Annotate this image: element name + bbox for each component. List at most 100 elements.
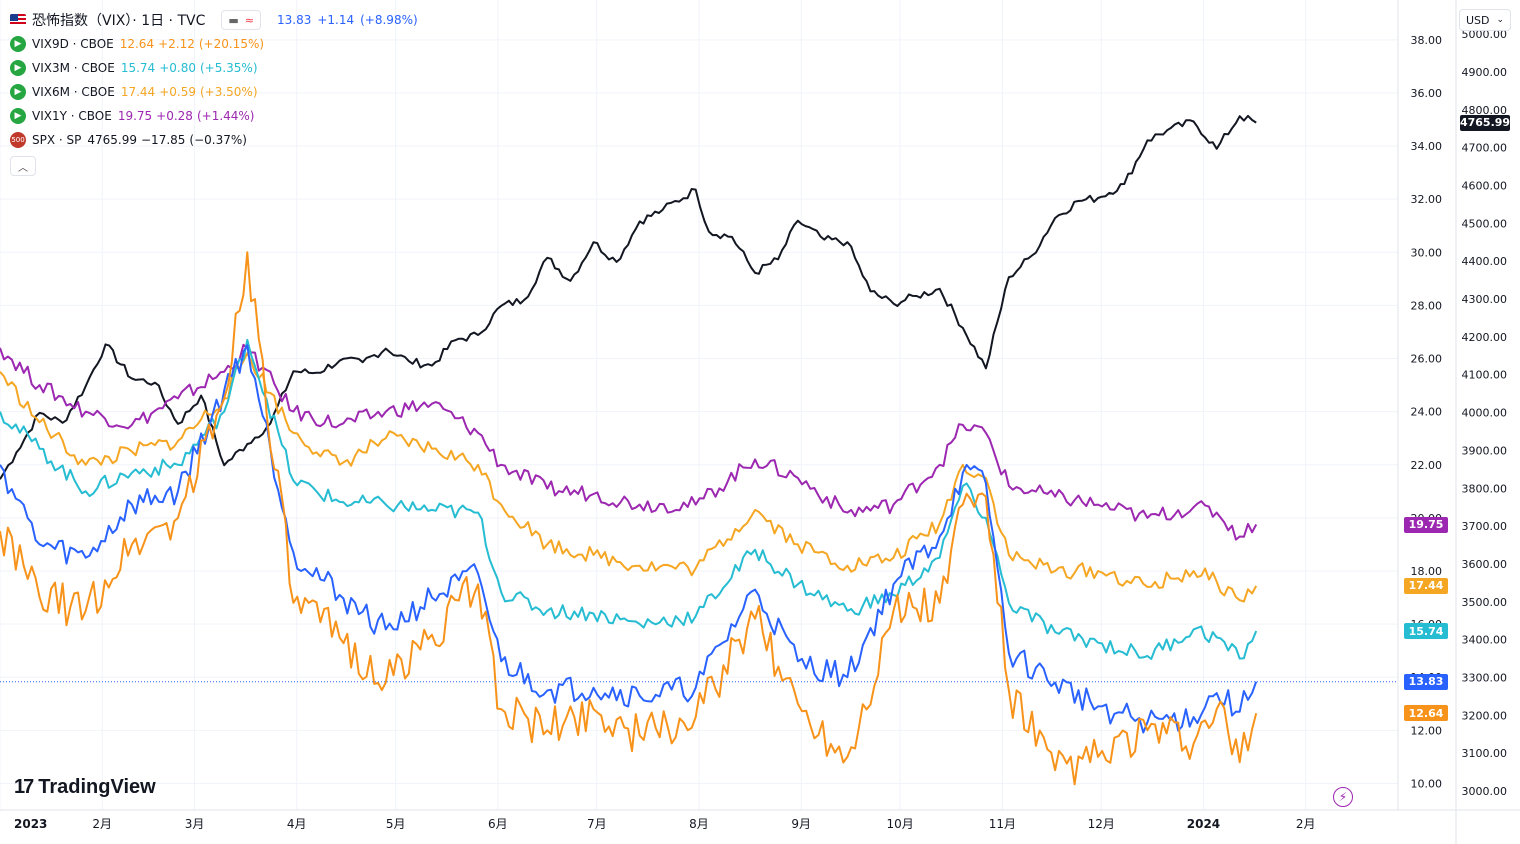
x-tick-label: 12月 bbox=[1088, 817, 1115, 831]
x-tick-label: 10月 bbox=[886, 817, 913, 831]
left-tick-label: 10.00 bbox=[1411, 777, 1443, 790]
legend-pct: (−0.37%) bbox=[189, 133, 247, 147]
legend-change: −17.85 bbox=[141, 133, 186, 147]
currency-label: USD bbox=[1466, 13, 1490, 27]
left-tick-label: 24.00 bbox=[1411, 406, 1443, 419]
last-value-tag-vix6m: 17.44 bbox=[1404, 577, 1448, 594]
legend-change: +0.28 bbox=[156, 109, 193, 123]
right-tick-label: 4300.00 bbox=[1462, 293, 1508, 306]
compare-icon: ≈ bbox=[244, 13, 254, 27]
tradingview-mark-icon: 17 bbox=[14, 776, 34, 798]
x-tick-label: 8月 bbox=[689, 817, 709, 831]
left-tick-label: 12.00 bbox=[1411, 724, 1443, 737]
right-tick-label: 4000.00 bbox=[1462, 407, 1508, 420]
last-value-tag-vix: 13.83 bbox=[1404, 673, 1448, 690]
legend-symbol: VIX9D · CBOE bbox=[32, 37, 114, 51]
legend-symbol: VIX3M · CBOE bbox=[32, 61, 115, 75]
symbol-arrow-icon: ▶ bbox=[10, 60, 26, 76]
legend: 恐怖指数（VIX）· 1日 · TVC ▬ ≈ 13.83 +1.14 (+8.… bbox=[10, 8, 418, 176]
series-line-vix[interactable] bbox=[0, 344, 1258, 734]
left-tick-label: 34.00 bbox=[1411, 140, 1443, 153]
right-tick-label: 4800.00 bbox=[1462, 104, 1508, 117]
x-tick-label: 2月 bbox=[92, 817, 112, 831]
right-axis-ticks: 5000.00 4900.00 4800.00 4700.00 4600.00 4500.… bbox=[1462, 28, 1508, 798]
series-line-vix6m[interactable] bbox=[0, 352, 1258, 603]
legend-row-1[interactable]: ▶ VIX3M · CBOE 15.74 +0.80 (+5.35%) bbox=[10, 56, 418, 80]
left-tick-label: 28.00 bbox=[1411, 299, 1443, 312]
main-title: 恐怖指数（VIX）· 1日 · TVC bbox=[32, 13, 206, 29]
legend-pct: (+1.44%) bbox=[196, 109, 255, 123]
legend-value: 12.64 bbox=[119, 37, 155, 51]
legend-pct: (+5.35%) bbox=[199, 61, 258, 75]
left-tick-label: 32.00 bbox=[1411, 193, 1443, 206]
legend-row-2[interactable]: ▶ VIX6M · CBOE 17.44 +0.59 (+3.50%) bbox=[10, 80, 418, 104]
series-line-vix9d[interactable] bbox=[0, 251, 1258, 786]
x-tick-label: 2月 bbox=[1296, 817, 1316, 831]
legend-value: 15.74 bbox=[120, 61, 156, 75]
right-tick-label: 4200.00 bbox=[1462, 331, 1508, 344]
last-value-tag-spx: 4765.99 bbox=[1459, 114, 1511, 131]
right-tick-label: 5000.00 bbox=[1462, 28, 1508, 41]
series-line-vix1y[interactable] bbox=[0, 343, 1258, 541]
right-tick-label: 4100.00 bbox=[1462, 369, 1508, 382]
series-layer bbox=[0, 114, 1258, 786]
right-tick-label: 3200.00 bbox=[1462, 709, 1508, 722]
x-tick-label: 5月 bbox=[386, 817, 406, 831]
x-tick-label: 11月 bbox=[989, 817, 1016, 831]
legend-change: +0.59 bbox=[159, 85, 196, 99]
legend-row-0[interactable]: ▶ VIX9D · CBOE 12.64 +2.12 (+20.15%) bbox=[10, 32, 418, 56]
legend-pct: (+20.15%) bbox=[198, 37, 265, 51]
right-tick-label: 3400.00 bbox=[1462, 634, 1508, 647]
x-tick-label: 6月 bbox=[488, 817, 508, 831]
right-tick-label: 4400.00 bbox=[1462, 255, 1508, 268]
x-tick-label: 2023 bbox=[14, 817, 47, 831]
x-axis-ticks: 2023 2月 3月 4月 5月 6月 7月 8月 9月 10月 11月 12月 2024 2月 bbox=[14, 817, 1315, 831]
legend-pct: (+3.50%) bbox=[199, 85, 258, 99]
legend-change: +0.80 bbox=[159, 61, 196, 75]
legend-main-row[interactable]: 恐怖指数（VIX）· 1日 · TVC ▬ ≈ 13.83 +1.14 (+8.… bbox=[10, 8, 418, 32]
last-value-tag-vix9d: 12.64 bbox=[1404, 705, 1448, 722]
right-tick-label: 3900.00 bbox=[1462, 444, 1508, 457]
right-tick-label: 4900.00 bbox=[1462, 66, 1508, 79]
x-tick-label: 4月 bbox=[287, 817, 307, 831]
left-tick-label: 36.00 bbox=[1411, 87, 1443, 100]
x-tick-label: 9月 bbox=[791, 817, 811, 831]
currency-selector[interactable]: USD ⌄ bbox=[1459, 9, 1511, 31]
right-tick-label: 4700.00 bbox=[1462, 142, 1508, 155]
legend-row-4[interactable]: 500 SPX · SP 4765.99 −17.85 (−0.37%) bbox=[10, 128, 418, 152]
lightning-icon[interactable]: ⚡ bbox=[1333, 787, 1353, 807]
x-tick-label: 7月 bbox=[587, 817, 607, 831]
legend-change: +2.12 bbox=[158, 37, 195, 51]
right-tick-label: 4600.00 bbox=[1462, 179, 1508, 192]
left-tick-label: 22.00 bbox=[1411, 459, 1443, 472]
left-tick-label: 38.00 bbox=[1411, 34, 1443, 47]
right-tick-label: 3500.00 bbox=[1462, 596, 1508, 609]
left-tick-label: 18.00 bbox=[1411, 565, 1443, 578]
collapse-legend-button[interactable]: ︿ bbox=[10, 156, 36, 176]
minus-icon: ▬ bbox=[228, 13, 239, 27]
legend-value: 17.44 bbox=[120, 85, 156, 99]
chevron-up-icon: ︿ bbox=[18, 162, 28, 174]
right-tick-label: 3800.00 bbox=[1462, 482, 1508, 495]
main-change: +1.14 bbox=[317, 13, 355, 27]
symbol-arrow-icon: ▶ bbox=[10, 84, 26, 100]
right-tick-label: 3700.00 bbox=[1462, 520, 1508, 533]
chevron-down-icon: ⌄ bbox=[1496, 15, 1504, 25]
left-tick-label: 30.00 bbox=[1411, 246, 1443, 259]
right-tick-label: 3100.00 bbox=[1462, 747, 1508, 760]
tradingview-logo: 17 TradingView bbox=[14, 776, 156, 799]
right-tick-label: 3300.00 bbox=[1462, 672, 1508, 685]
legend-symbol: VIX6M · CBOE bbox=[32, 85, 115, 99]
symbol-arrow-icon: ▶ bbox=[10, 36, 26, 52]
legend-row-3[interactable]: ▶ VIX1Y · CBOE 19.75 +0.28 (+1.44%) bbox=[10, 104, 418, 128]
x-tick-label: 3月 bbox=[185, 817, 205, 831]
last-value-tag-vix1y: 19.75 bbox=[1404, 516, 1448, 533]
main-value: 13.83 bbox=[276, 13, 312, 27]
compare-button[interactable]: ▬ ≈ bbox=[221, 10, 261, 30]
legend-symbol: SPX · SP bbox=[32, 133, 82, 147]
main-change-pct: (+8.98%) bbox=[360, 13, 418, 27]
symbol-arrow-icon: ▶ bbox=[10, 108, 26, 124]
logo-text: TradingView bbox=[38, 776, 156, 798]
legend-value: 19.75 bbox=[117, 109, 153, 123]
